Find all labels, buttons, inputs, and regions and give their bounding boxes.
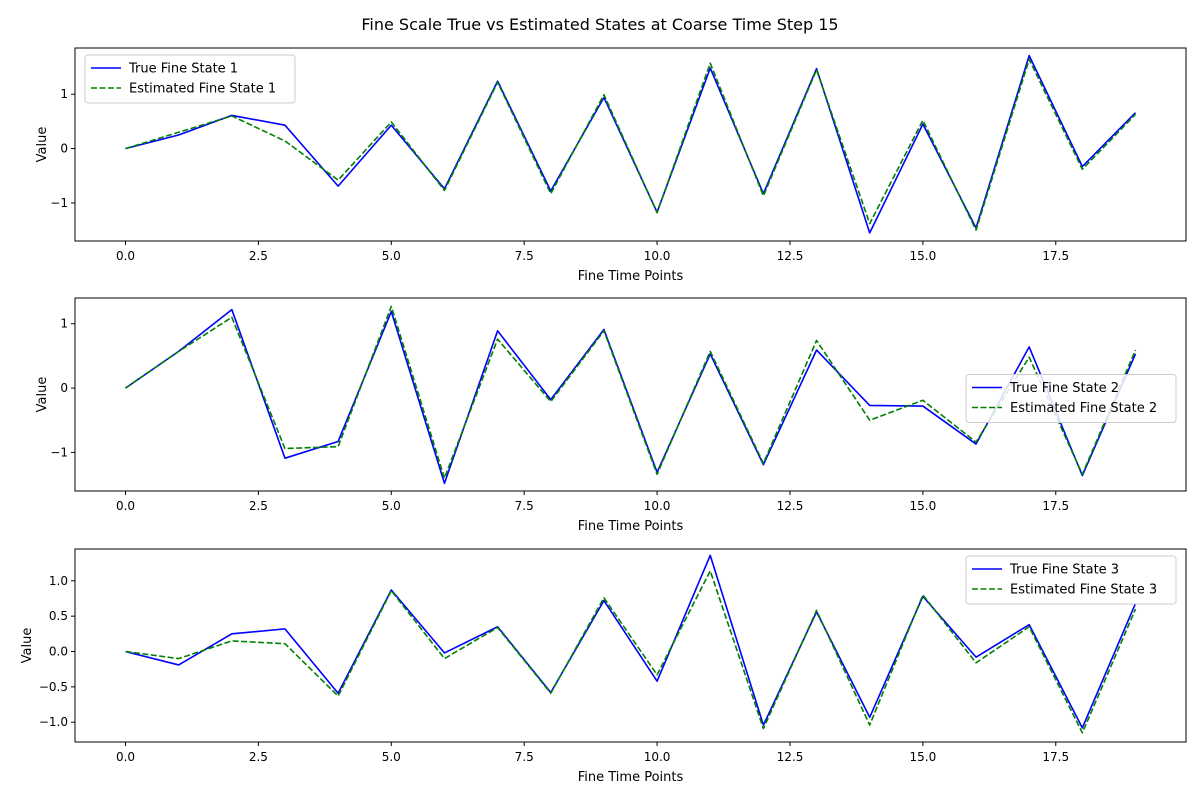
series-line-2-2 [125,305,1137,479]
y-tick-label: −1 [50,445,68,459]
series-line-3-2 [125,570,1137,734]
x-tick-label: 2.5 [249,750,268,764]
y-tick-label: 0.5 [49,609,68,623]
x-axis-label: Fine Time Points [578,269,684,284]
legend-entry-label: True Fine State 1 [128,62,238,77]
y-axis-label: Value [20,628,35,664]
series-line-3-1 [125,554,1137,729]
x-tick-label: 10.0 [644,499,671,513]
x-tick-label: 10.0 [644,750,671,764]
x-tick-label: 17.5 [1042,499,1069,513]
legend-entry-label: True Fine State 3 [1009,563,1119,578]
y-axis-label: Value [35,127,50,163]
axes-frame [74,47,1187,242]
y-tick-label: 1 [60,87,68,101]
x-tick-label: 12.5 [777,750,804,764]
x-tick-label: 2.5 [249,499,268,513]
x-axis-label: Fine Time Points [578,770,684,785]
legend-entry-label: Estimated Fine State 3 [1010,583,1157,598]
x-tick-label: 15.0 [910,499,937,513]
y-tick-label: 1.0 [49,574,68,588]
y-tick-label: 0 [60,142,68,156]
x-tick-label: 12.5 [777,499,804,513]
legend-box [84,54,296,104]
x-tick-label: 7.5 [515,499,534,513]
axes-frame [74,297,1187,492]
y-tick-label: 1 [60,317,68,331]
subplot-2: 0.0 2.5 5.0 7.5 10.0 12.5 15.0 17.5 −1 0 1 Fine Tim… [35,297,1187,534]
y-tick-label: −1 [50,196,68,210]
x-tick-label: 0.0 [116,249,135,263]
x-tick-label: 7.5 [515,750,534,764]
y-axis-label: Value [35,377,50,413]
figure-title: Fine Scale True vs Estimated States at C… [361,15,838,34]
legend-entry-label: Estimated Fine State 1 [129,82,276,97]
legend: True Fine State 2 Estimated Fine State 2 [965,374,1177,423]
series-line-1-2 [125,58,1137,231]
x-tick-label: 5.0 [382,499,401,513]
x-tick-label: 10.0 [644,249,671,263]
legend-box [965,374,1177,423]
x-tick-label: 0.0 [116,750,135,764]
x-tick-label: 17.5 [1042,750,1069,764]
y-tick-label: −0.5 [39,680,68,694]
y-tick-label: 0 [60,381,68,395]
legend-entry-label: True Fine State 2 [1009,381,1119,396]
y-tick-label: 0.0 [49,645,68,659]
y-tick-label: −1.0 [39,715,68,729]
x-tick-label: 17.5 [1042,249,1069,263]
legend: True Fine State 1 Estimated Fine State 1 [84,54,296,104]
x-tick-label: 2.5 [249,249,268,263]
x-tick-label: 5.0 [382,249,401,263]
x-tick-label: 12.5 [777,249,804,263]
x-tick-label: 7.5 [515,249,534,263]
legend-entry-label: Estimated Fine State 2 [1010,401,1157,416]
legend: True Fine State 3 Estimated Fine State 3 [965,555,1177,605]
x-tick-label: 5.0 [382,750,401,764]
x-tick-label: 0.0 [116,499,135,513]
subplot-3: 0.0 2.5 5.0 7.5 10.0 12.5 15.0 17.5 −1.0 −0.5 0.0 0… [20,548,1187,785]
x-axis-label: Fine Time Points [578,519,684,534]
subplot-1: 0.0 2.5 5.0 7.5 10.0 12.5 15.0 17.5 −1 0 1 Fine Tim… [35,47,1187,284]
x-tick-label: 15.0 [910,249,937,263]
x-tick-label: 15.0 [910,750,937,764]
legend-box [965,555,1177,605]
axes-frame [74,548,1187,743]
